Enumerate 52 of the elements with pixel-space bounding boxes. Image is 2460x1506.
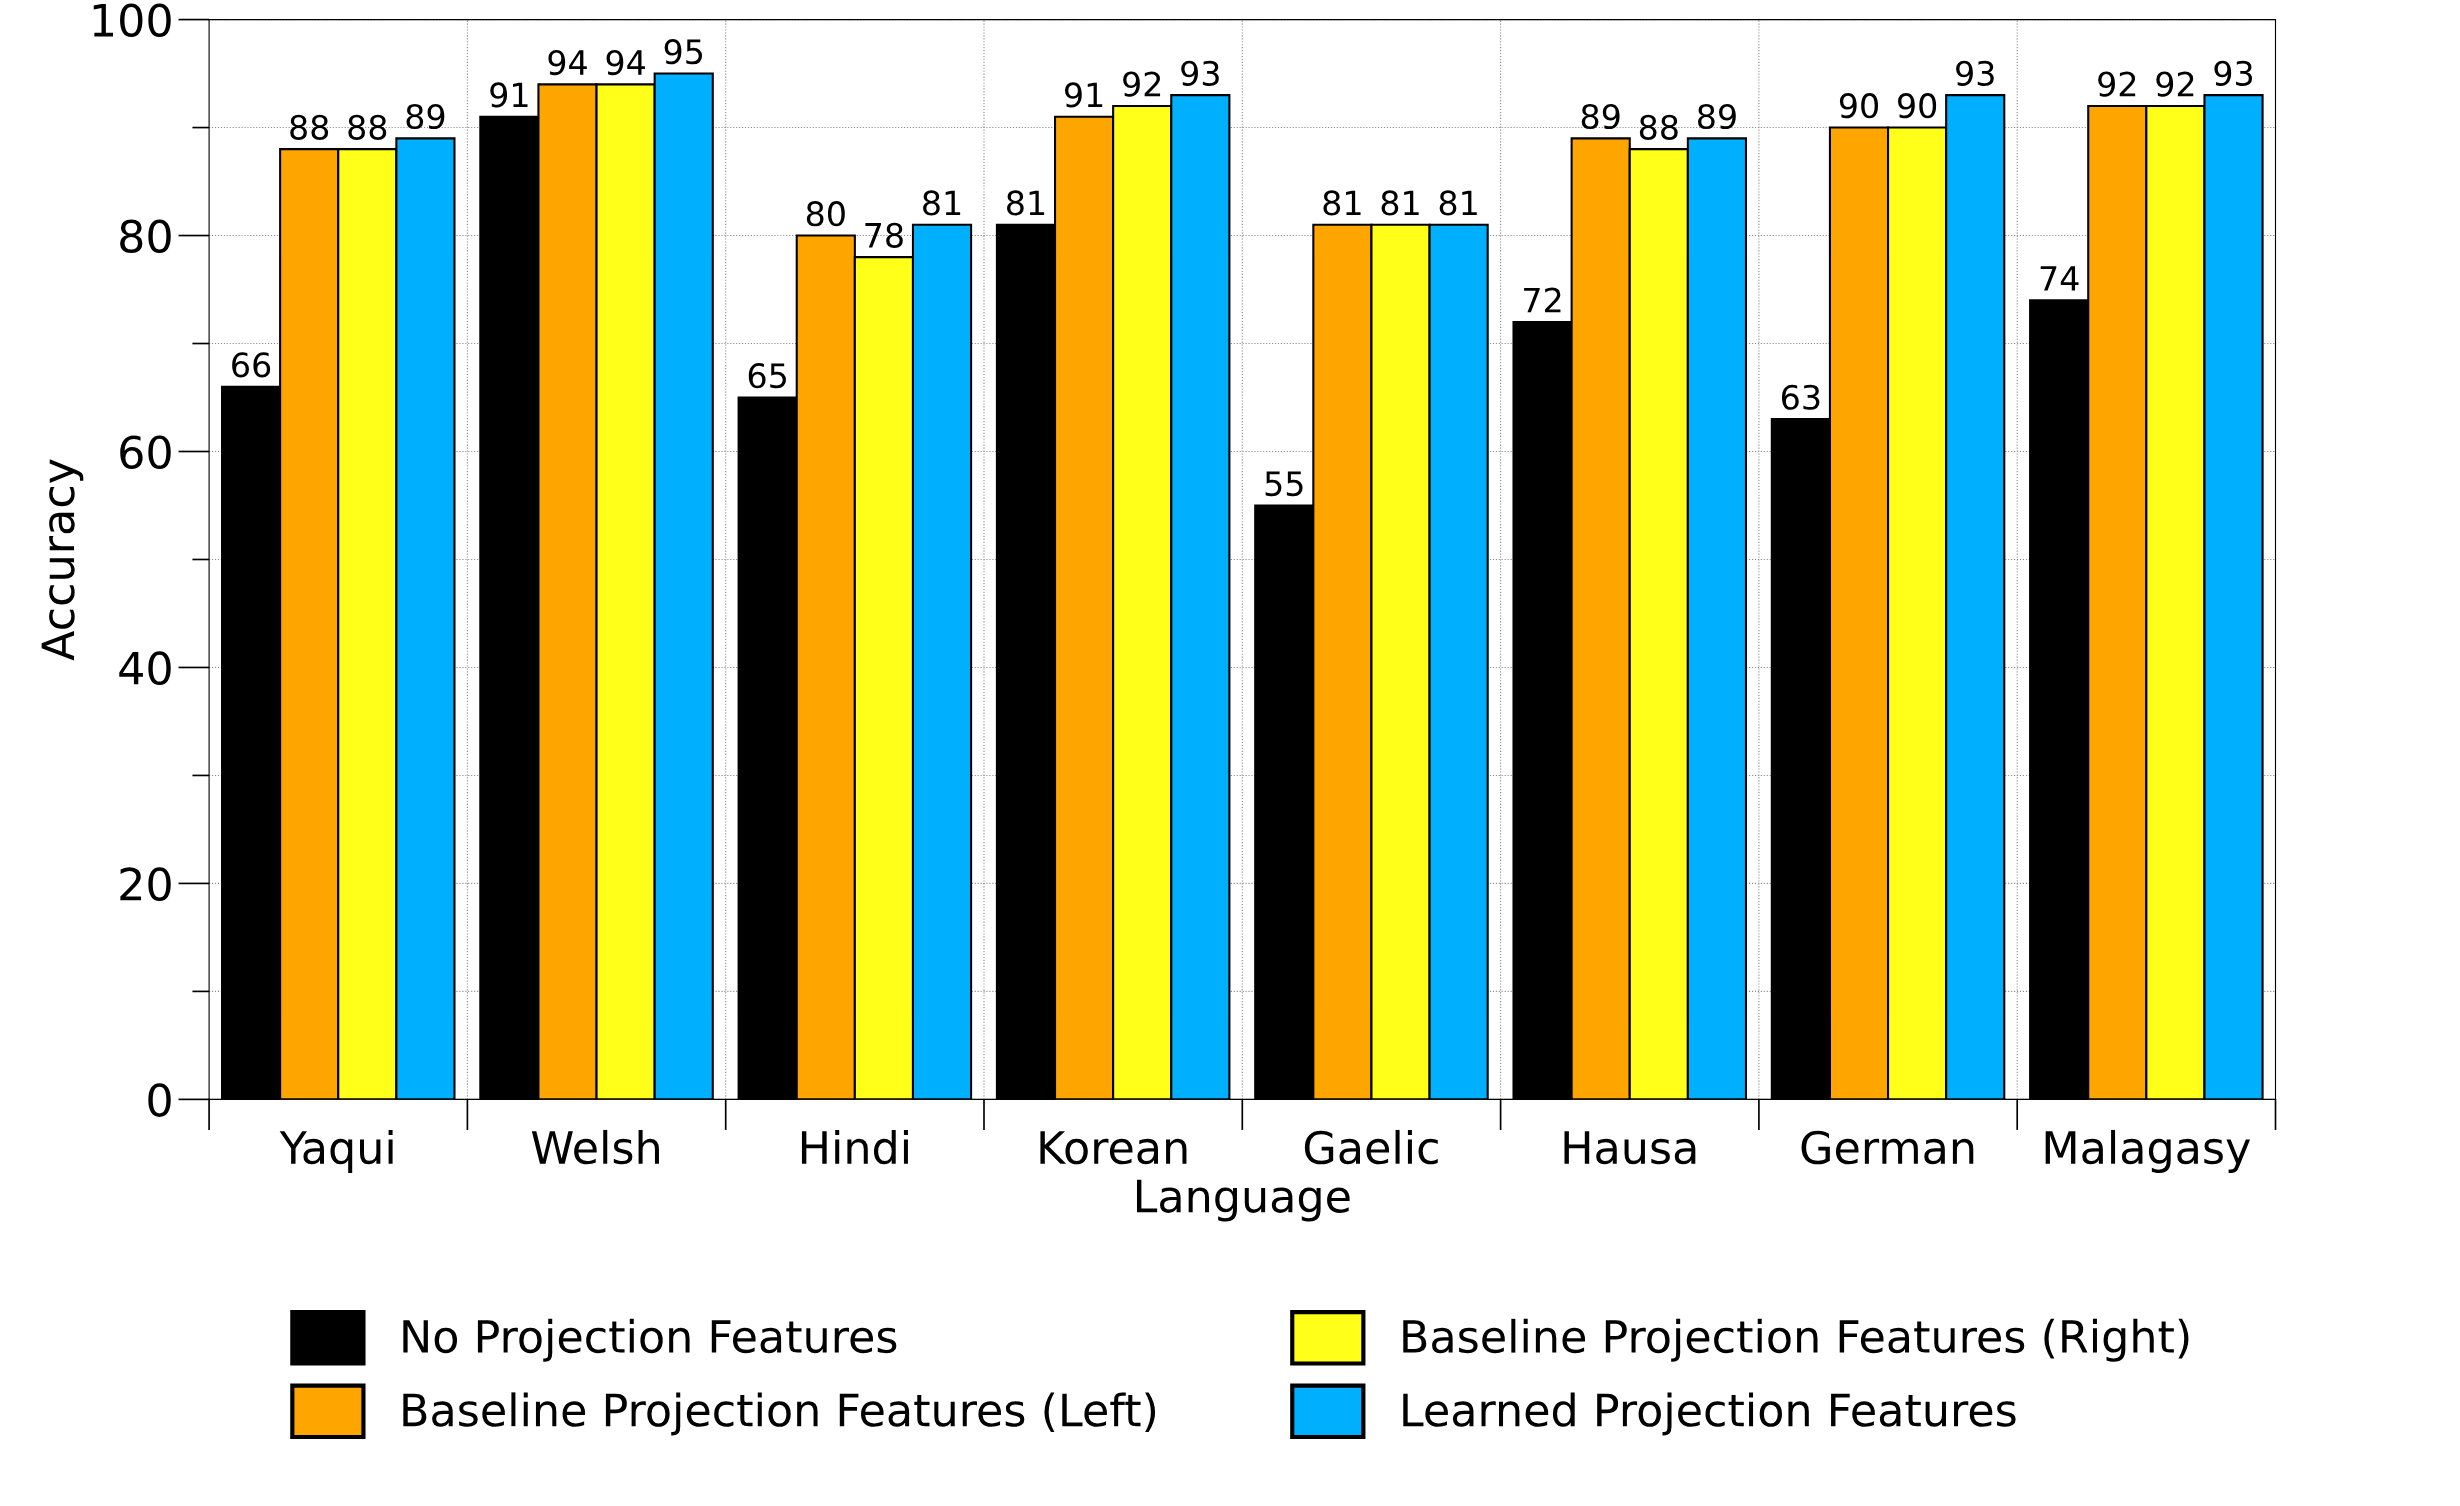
data-label: 88 <box>348 114 387 140</box>
data-label: 65 <box>748 363 786 389</box>
x-axis-title: Language <box>1136 1179 1350 1222</box>
x-tick-label: Korean <box>1040 1131 1187 1165</box>
data-label: 91 <box>1064 82 1103 108</box>
legend-label: Baseline Projection Features (Right) <box>1403 1318 2189 1362</box>
legend-label: Learned Projection Features <box>1403 1392 2016 1436</box>
data-label: 94 <box>548 49 587 76</box>
legend-label: No Projection Features <box>403 1318 897 1362</box>
data-label: 72 <box>1524 287 1561 313</box>
data-label: 93 <box>1956 60 1994 86</box>
data-label: 92 <box>2156 71 2194 97</box>
data-label: 81 <box>1323 190 1361 216</box>
data-label: 90 <box>1898 93 1937 119</box>
data-label: 74 <box>2040 266 2079 291</box>
y-tick-label: 100 <box>93 3 171 38</box>
data-label: 92 <box>2098 71 2136 97</box>
data-label: 81 <box>1007 190 1045 216</box>
y-tick-label: 20 <box>120 867 171 901</box>
legend-label: Baseline Projection Features (Left) <box>403 1392 1156 1436</box>
data-label: 90 <box>1839 93 1878 119</box>
y-tick-label: 80 <box>120 219 171 254</box>
data-label: 89 <box>406 103 445 130</box>
data-label: 93 <box>1181 60 1219 86</box>
data-label: 92 <box>1123 71 1161 97</box>
data-label: 89 <box>1697 103 1736 130</box>
data-label: 93 <box>2214 60 2253 86</box>
data-label: 80 <box>806 201 845 227</box>
x-tick-label: Welsh <box>531 1129 659 1165</box>
data-label: 89 <box>1581 103 1620 130</box>
data-label: 55 <box>1265 471 1303 497</box>
y-tick-label: 40 <box>119 651 171 685</box>
data-label: 66 <box>232 352 271 378</box>
y-tick-label: 0 <box>148 1083 171 1117</box>
data-label: 81 <box>1439 190 1477 216</box>
x-tick-label: Gaelic <box>1304 1129 1438 1165</box>
data-label: 81 <box>1381 190 1419 216</box>
data-label: 81 <box>923 190 961 216</box>
x-tick-label: Yaqui <box>279 1129 393 1173</box>
data-label: 91 <box>490 82 528 108</box>
data-label: 78 <box>865 222 903 248</box>
data-label: 88 <box>1639 114 1678 140</box>
data-label: 95 <box>664 39 703 65</box>
y-axis-title: Accuracy <box>41 459 84 661</box>
x-tick-label: Hausa <box>1564 1131 1696 1165</box>
data-label: 94 <box>606 49 645 76</box>
x-tick-label: Hindi <box>801 1129 908 1165</box>
data-label: 88 <box>290 114 329 140</box>
y-tick-label: 60 <box>120 435 171 470</box>
x-tick-label: German <box>1801 1130 1974 1165</box>
data-label: 63 <box>1781 384 1820 410</box>
x-tick-label: Malagasy <box>2045 1129 2251 1173</box>
